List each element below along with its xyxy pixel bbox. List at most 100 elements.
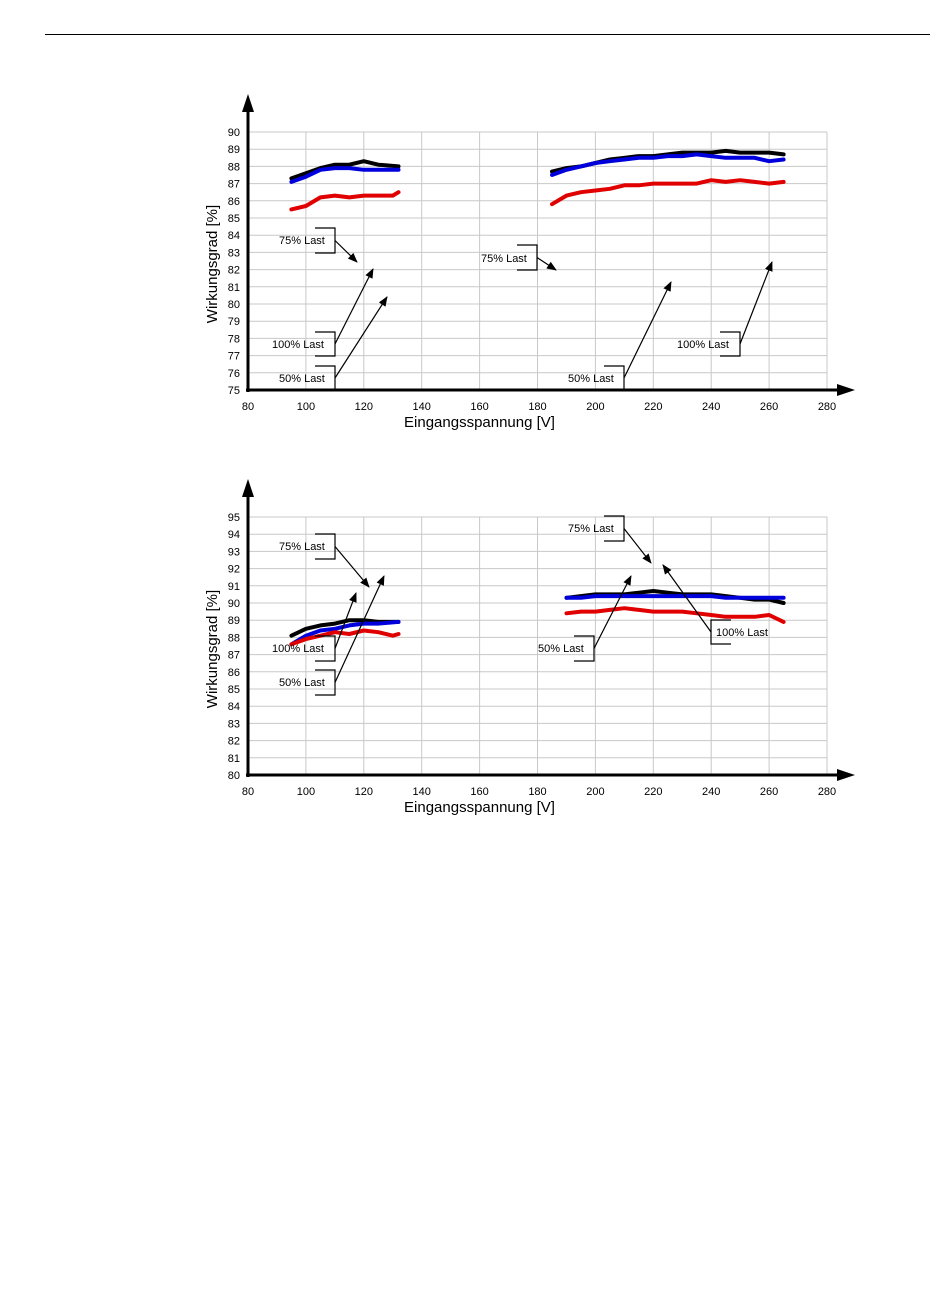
annotation-arrow [334, 268, 374, 345]
annotation-label: 50% Last [279, 373, 325, 385]
y-tick-label: 82 [228, 265, 240, 277]
y-tick-label: 80 [228, 770, 240, 782]
series-line-0 [289, 159, 401, 181]
series-line-4 [564, 594, 786, 600]
series-line-1 [289, 619, 401, 647]
x-tick-label: 280 [818, 786, 836, 798]
annotation-2: 50% Last [279, 296, 388, 391]
x-tick-label: 240 [702, 786, 720, 798]
annotation-arrow [334, 546, 370, 588]
annotation-label: 100% Last [716, 627, 768, 639]
annotation-label: 50% Last [538, 643, 584, 655]
annotation-5: 100% Last [677, 261, 773, 357]
x-tick-label: 200 [586, 401, 604, 413]
series-line-3 [550, 148, 786, 174]
annotation-label: 75% Last [481, 253, 527, 265]
y-axis-title: Wirkungsgrad [%] [204, 590, 221, 708]
annotation-0: 75% Last [279, 533, 370, 588]
x-tick-label: 80 [242, 401, 254, 413]
annotation-label: 100% Last [272, 339, 324, 351]
y-axis-arrow [242, 479, 254, 497]
annotation-arrow [623, 281, 672, 379]
y-tick-label: 88 [228, 632, 240, 644]
y-tick-label: 75 [228, 385, 240, 397]
x-tick-label: 200 [586, 786, 604, 798]
y-tick-label: 94 [228, 529, 240, 541]
y-tick-label: 79 [228, 316, 240, 328]
y-tick-label: 76 [228, 368, 240, 380]
annotation-3: 75% Last [481, 244, 557, 271]
annotation-label: 75% Last [279, 235, 325, 247]
y-tick-label: 86 [228, 667, 240, 679]
annotation-2: 50% Last [279, 575, 385, 696]
y-tick-label: 85 [228, 213, 240, 225]
y-axis-title: Wirkungsgrad [%] [204, 205, 221, 323]
header-rule [45, 34, 930, 35]
y-tick-label: 83 [228, 718, 240, 730]
x-tick-label: 140 [413, 786, 431, 798]
x-tick-label: 180 [528, 401, 546, 413]
x-tick-label: 180 [528, 786, 546, 798]
x-tick-label: 80 [242, 786, 254, 798]
annotation-arrow [536, 256, 557, 271]
y-tick-label: 85 [228, 684, 240, 696]
annotation-arrow [334, 296, 388, 379]
annotation-arrow [662, 564, 712, 633]
y-tick-label: 81 [228, 282, 240, 294]
y-tick-label: 82 [228, 736, 240, 748]
annotation-arrow [739, 261, 773, 345]
x-axis-arrow [837, 769, 855, 781]
y-tick-label: 87 [228, 179, 240, 191]
x-tick-label: 260 [760, 786, 778, 798]
annotation-3: 75% Last [568, 515, 652, 564]
y-tick-label: 84 [228, 701, 240, 713]
x-tick-label: 220 [644, 401, 662, 413]
annotation-5: 100% Last [662, 564, 768, 645]
y-tick-label: 78 [228, 333, 240, 345]
series-line-2 [289, 628, 401, 647]
y-axis-arrow [242, 94, 254, 112]
annotation-arrow [334, 575, 385, 683]
x-tick-label: 100 [297, 786, 315, 798]
x-tick-label: 160 [470, 786, 488, 798]
x-axis-arrow [837, 384, 855, 396]
annotation-4: 50% Last [538, 575, 632, 662]
x-tick-label: 280 [818, 401, 836, 413]
series-line-5 [550, 178, 786, 207]
y-tick-label: 77 [228, 351, 240, 363]
y-tick-label: 95 [228, 512, 240, 524]
y-tick-label: 81 [228, 753, 240, 765]
y-tick-label: 87 [228, 650, 240, 662]
annotation-label: 75% Last [279, 541, 325, 553]
y-tick-label: 89 [228, 144, 240, 156]
annotation-label: 75% Last [568, 523, 614, 535]
annotation-arrow [623, 528, 652, 564]
series-line-5 [564, 606, 786, 624]
y-tick-label: 90 [228, 127, 240, 139]
annotation-arrow [334, 240, 358, 263]
annotation-1: 100% Last [272, 592, 357, 662]
annotation-arrow [593, 575, 632, 649]
annotation-1: 100% Last [272, 268, 374, 357]
x-tick-label: 140 [413, 401, 431, 413]
x-axis-title: Eingangsspannung [V] [404, 799, 555, 816]
series-line-4 [550, 152, 786, 177]
x-axis-title: Eingangsspannung [V] [404, 414, 555, 431]
x-tick-label: 240 [702, 401, 720, 413]
y-tick-label: 83 [228, 247, 240, 259]
annotation-4: 50% Last [568, 281, 672, 391]
y-tick-label: 93 [228, 546, 240, 558]
x-tick-label: 220 [644, 786, 662, 798]
series-line-2 [289, 190, 401, 212]
annotation-label: 100% Last [272, 643, 324, 655]
y-tick-label: 90 [228, 598, 240, 610]
y-tick-label: 80 [228, 299, 240, 311]
x-tick-label: 100 [297, 401, 315, 413]
x-tick-label: 120 [355, 786, 373, 798]
efficiency-chart-1: 75 76 77 78 79 80 81 82 83 84 85 86 87 88 89 90 80 100 120… [204, 94, 855, 431]
y-tick-label: 92 [228, 564, 240, 576]
y-tick-label: 84 [228, 230, 240, 242]
y-tick-label: 86 [228, 196, 240, 208]
efficiency-chart-2: 80 81 82 83 84 85 86 87 88 89 90 91 92 93 94 95 80 100 120… [204, 479, 855, 816]
annotation-arrow [334, 592, 357, 649]
